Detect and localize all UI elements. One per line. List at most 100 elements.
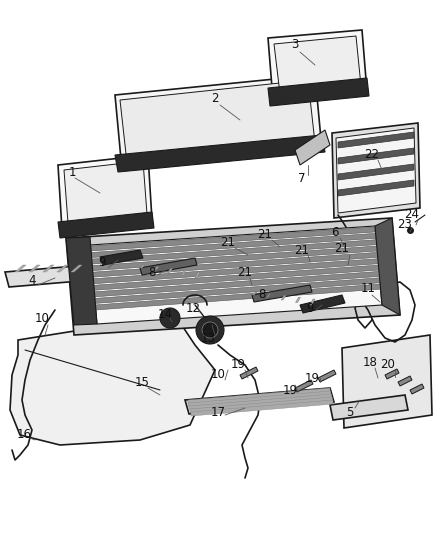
Text: 10: 10: [35, 311, 49, 325]
Text: 12: 12: [186, 302, 201, 314]
Polygon shape: [15, 265, 26, 272]
Polygon shape: [195, 272, 200, 278]
Polygon shape: [95, 278, 381, 303]
Polygon shape: [266, 294, 272, 297]
Text: 14: 14: [158, 309, 173, 321]
Polygon shape: [58, 155, 152, 230]
Text: 8: 8: [258, 288, 266, 302]
Polygon shape: [93, 259, 379, 284]
Polygon shape: [185, 388, 334, 414]
Text: 16: 16: [17, 429, 32, 441]
Text: 15: 15: [134, 376, 149, 389]
Polygon shape: [385, 369, 399, 379]
Polygon shape: [188, 388, 330, 404]
Text: 7: 7: [298, 172, 306, 184]
Polygon shape: [91, 233, 376, 257]
Polygon shape: [92, 252, 378, 277]
Polygon shape: [91, 240, 377, 264]
Polygon shape: [295, 130, 330, 165]
Polygon shape: [310, 299, 315, 305]
Text: 13: 13: [201, 332, 215, 344]
Polygon shape: [336, 128, 416, 213]
Text: 24: 24: [405, 208, 420, 222]
Text: 17: 17: [211, 406, 226, 418]
Text: 21: 21: [237, 265, 252, 279]
Polygon shape: [92, 246, 377, 271]
Polygon shape: [140, 258, 197, 275]
Polygon shape: [240, 367, 258, 379]
Polygon shape: [252, 292, 257, 295]
Polygon shape: [332, 123, 420, 218]
Polygon shape: [140, 265, 145, 268]
Polygon shape: [338, 148, 414, 164]
Polygon shape: [274, 36, 361, 94]
Text: 21: 21: [294, 244, 310, 256]
Polygon shape: [154, 266, 159, 271]
Polygon shape: [338, 180, 414, 196]
Polygon shape: [95, 284, 382, 310]
Polygon shape: [268, 78, 369, 106]
Polygon shape: [191, 400, 333, 416]
Polygon shape: [115, 75, 322, 170]
Polygon shape: [71, 265, 82, 272]
Polygon shape: [410, 384, 424, 394]
Polygon shape: [300, 295, 345, 313]
Text: 2: 2: [211, 92, 219, 104]
Polygon shape: [375, 218, 400, 315]
Text: 20: 20: [381, 359, 396, 372]
Text: 9: 9: [306, 302, 314, 314]
Text: 19: 19: [230, 359, 246, 372]
Polygon shape: [296, 297, 300, 303]
Polygon shape: [398, 376, 412, 386]
Text: 21: 21: [220, 236, 236, 248]
Polygon shape: [66, 218, 400, 335]
Text: 1: 1: [68, 166, 76, 179]
Polygon shape: [181, 270, 186, 276]
Polygon shape: [43, 265, 54, 272]
Polygon shape: [58, 212, 154, 238]
Text: 23: 23: [398, 219, 413, 231]
Text: 21: 21: [258, 229, 272, 241]
Polygon shape: [90, 226, 382, 324]
Text: 9: 9: [98, 255, 106, 269]
Polygon shape: [268, 30, 367, 100]
Polygon shape: [338, 164, 414, 180]
Text: 22: 22: [364, 149, 379, 161]
Text: 4: 4: [28, 273, 36, 287]
Polygon shape: [189, 391, 331, 407]
Text: 3: 3: [291, 38, 299, 52]
Polygon shape: [167, 269, 173, 273]
Polygon shape: [66, 237, 97, 325]
Polygon shape: [342, 335, 432, 428]
Text: 21: 21: [335, 241, 350, 254]
Circle shape: [202, 322, 218, 338]
Polygon shape: [330, 395, 408, 420]
Polygon shape: [295, 380, 313, 392]
Polygon shape: [64, 161, 147, 223]
Text: 19: 19: [283, 384, 297, 397]
Polygon shape: [29, 265, 40, 272]
Polygon shape: [190, 397, 332, 413]
Polygon shape: [93, 265, 380, 290]
Polygon shape: [100, 250, 143, 265]
Text: 8: 8: [148, 265, 155, 279]
Text: 10: 10: [211, 368, 226, 382]
Text: 11: 11: [360, 281, 375, 295]
Polygon shape: [120, 80, 315, 163]
Polygon shape: [10, 315, 215, 445]
Circle shape: [196, 316, 224, 344]
Text: 5: 5: [346, 407, 354, 419]
Polygon shape: [281, 295, 286, 300]
Polygon shape: [252, 285, 312, 302]
Text: 6: 6: [331, 225, 339, 238]
Circle shape: [160, 308, 180, 328]
Polygon shape: [115, 135, 325, 172]
Text: 19: 19: [304, 372, 319, 384]
Polygon shape: [190, 394, 332, 410]
Polygon shape: [318, 370, 336, 382]
Polygon shape: [5, 265, 92, 287]
Text: 18: 18: [363, 356, 378, 368]
Polygon shape: [94, 271, 381, 297]
Polygon shape: [90, 227, 375, 251]
Polygon shape: [57, 265, 68, 272]
